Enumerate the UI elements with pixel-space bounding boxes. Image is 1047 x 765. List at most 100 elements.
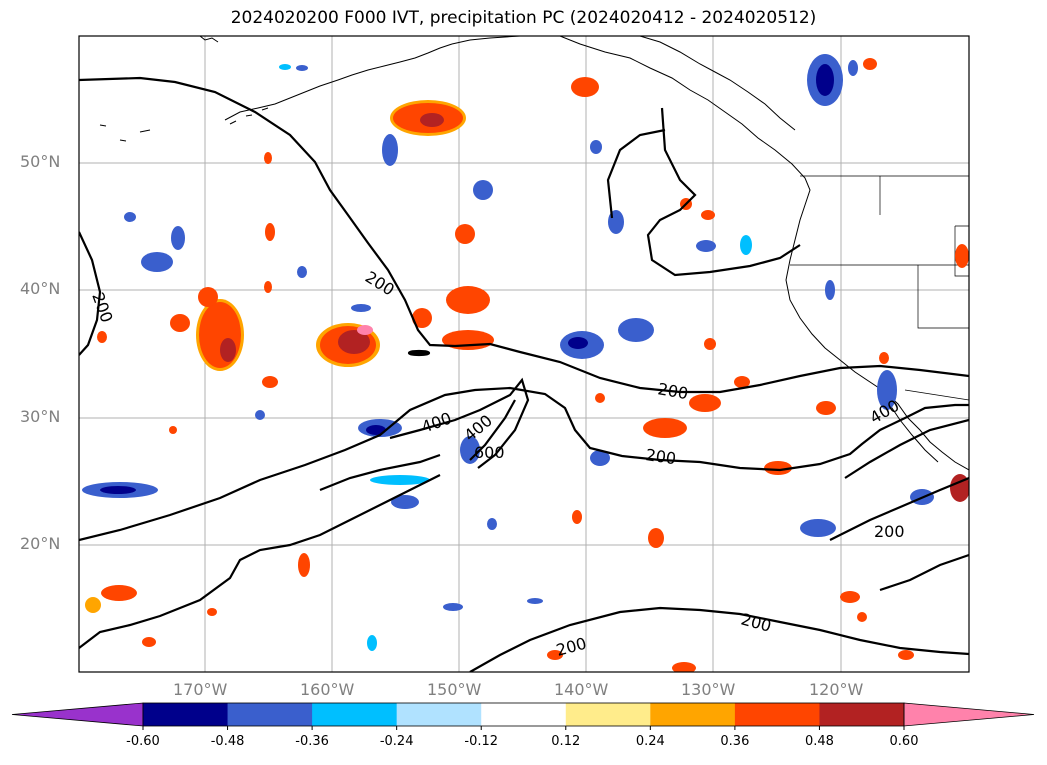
lon-label-130w: 130°W [681, 680, 736, 699]
colorbar-border [142, 702, 905, 727]
map-frame [78, 35, 970, 673]
neg-patch [255, 410, 265, 420]
pos-patch [446, 286, 490, 314]
neg-patch [100, 486, 136, 494]
colorbar-tick-label: -0.60 [126, 734, 160, 749]
pos-patch [689, 394, 721, 412]
pos-patch [898, 650, 914, 660]
pos-patch [338, 330, 370, 354]
colorbar-tick-label: 0.12 [551, 734, 581, 749]
ivt-contour-200-far-south [469, 606, 969, 672]
neg-patch [367, 635, 377, 651]
colorbar-segment [565, 703, 651, 726]
pos-patch [863, 58, 877, 70]
pos-patch [572, 510, 582, 524]
ivt-contour-200-se [879, 553, 969, 592]
neg-patch [460, 436, 480, 464]
colorbar-tick-label: -0.36 [295, 734, 329, 749]
neg-patch [297, 266, 307, 278]
colorbar-tick-label: -0.24 [379, 734, 414, 749]
pos-patch [199, 302, 241, 368]
pos-patch [142, 637, 156, 647]
ivt-contour-400-east [844, 418, 969, 479]
colorbar-segment [396, 703, 482, 726]
neg-patch [370, 475, 430, 485]
ivt-contour-200-north [79, 76, 969, 394]
pos-patch [85, 597, 101, 613]
colorbar-arrow-min [11, 702, 144, 727]
contour-label: 200 [644, 445, 677, 468]
colorbar-tick-label: -0.12 [464, 734, 499, 749]
neg-patch [487, 518, 497, 530]
neg-patch [171, 226, 185, 250]
coast-north-america [451, 36, 969, 471]
lat-label-20n: 20°N [20, 534, 61, 553]
precip-positive [85, 58, 969, 672]
pos-patch [648, 528, 664, 548]
neg-patch [382, 134, 398, 166]
ivt-contours [79, 76, 969, 672]
lat-label-50n: 50°N [20, 152, 61, 171]
neg-patch [848, 60, 858, 76]
pos-patch [704, 338, 716, 350]
pos-patch [672, 662, 696, 672]
neg-patch [527, 598, 543, 604]
pos-patch [643, 418, 687, 438]
neg-patch [279, 64, 291, 70]
colorbar-tick-label: 0.48 [804, 734, 834, 749]
contour-label: 200 [874, 522, 905, 541]
border-states [879, 176, 969, 329]
colorbar-segment [819, 703, 905, 726]
ivt-contour-200-loop [606, 128, 666, 219]
pos-patch [879, 352, 889, 364]
pos-patch [955, 244, 969, 268]
neg-patch [443, 603, 463, 611]
pos-patch [547, 650, 563, 660]
neg-patch [124, 212, 136, 222]
neg-patch [568, 337, 588, 349]
colorbar [11, 702, 1035, 730]
coast-bc-inner [639, 36, 796, 131]
ivt-contour-400 [389, 377, 530, 469]
lon-label-120w: 120°W [809, 680, 864, 699]
neg-patch [141, 252, 173, 272]
political-borders [790, 175, 969, 401]
ivt-contour-200-inner [319, 453, 441, 492]
lon-label-150w: 150°W [427, 680, 482, 699]
colorbar-tick-label: -0.48 [210, 734, 245, 749]
colorbar-segment [143, 703, 229, 726]
pos-patch [840, 591, 860, 603]
lat-label-30n: 30°N [20, 407, 61, 426]
colorbar-segment [312, 703, 398, 726]
neg-patch [740, 235, 752, 255]
border-us-mexico [904, 389, 969, 401]
neg-patch [800, 519, 836, 537]
neg-patch [825, 280, 835, 300]
colorbar-segment [734, 703, 820, 726]
pos-patch [816, 401, 836, 415]
pos-patch [764, 461, 792, 475]
lon-label-140w: 140°W [554, 680, 609, 699]
pos-patch [264, 152, 272, 164]
lat-label-40n: 40°N [20, 279, 61, 298]
neg-patch [696, 240, 716, 252]
neg-patch [391, 495, 419, 509]
pos-patch [298, 553, 310, 577]
pos-patch [455, 224, 475, 244]
coast-islands [99, 107, 269, 142]
pos-patch [170, 314, 190, 332]
colorbar-segment [650, 703, 736, 726]
pos-patch [571, 77, 599, 97]
pos-patch [442, 330, 494, 350]
colorbar-segment [227, 703, 313, 726]
pos-patch [97, 331, 107, 343]
ivt-contour-200-east [829, 476, 969, 541]
pos-patch [198, 287, 218, 307]
neg-patch [877, 370, 897, 410]
pos-patch [357, 325, 373, 335]
pos-patch [207, 608, 217, 616]
lon-label-170w: 170°W [173, 680, 228, 699]
neg-patch [296, 65, 308, 71]
ivt-contour-200-gulf [646, 107, 801, 277]
pos-patch [412, 308, 432, 328]
